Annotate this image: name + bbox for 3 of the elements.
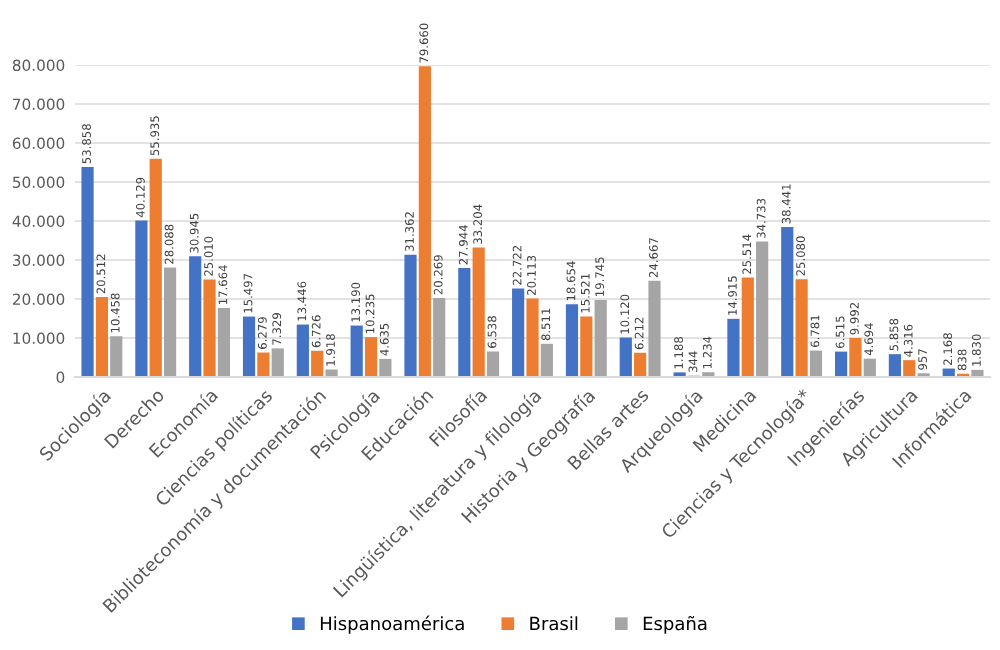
legend-label: España bbox=[643, 615, 707, 634]
legend-label: Hispanoamérica bbox=[320, 615, 464, 634]
legend-label: Brasil bbox=[530, 616, 578, 631]
